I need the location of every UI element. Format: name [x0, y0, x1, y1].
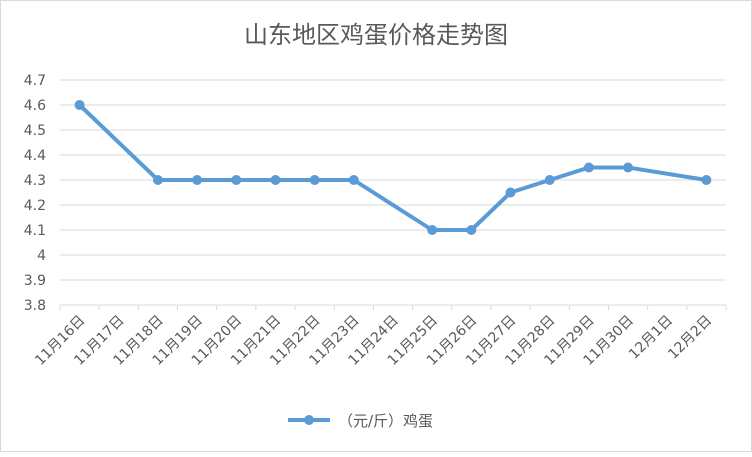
legend: （元/斤）鸡蛋: [288, 412, 433, 430]
data-point: [623, 162, 634, 173]
data-point: [74, 100, 85, 110]
y-tick-label: 4.6: [24, 98, 46, 114]
y-tick-label: 4.7: [24, 73, 46, 89]
y-tick-label: 4.3: [24, 173, 46, 189]
y-tick-label: 4.5: [24, 123, 46, 139]
series-lines: [74, 100, 712, 235]
data-point: [544, 175, 555, 185]
data-point: [583, 162, 594, 173]
data-point: [466, 225, 477, 235]
y-tick-label: 4.2: [24, 198, 46, 214]
data-point: [192, 175, 203, 185]
data-point: [309, 175, 320, 185]
data-point: [505, 187, 516, 198]
y-axis-ticks: 3.8 3.9 4 4.1 4.2 4.3 4.4 4.5 4.6 4.7: [24, 73, 46, 314]
data-point: [348, 175, 359, 185]
data-point: [270, 175, 281, 185]
y-tick-label: 3.8: [24, 298, 46, 314]
y-tick-label: 3.9: [24, 273, 46, 289]
data-point: [152, 175, 163, 185]
data-point: [427, 225, 438, 235]
legend-label: （元/斤）鸡蛋: [338, 412, 433, 430]
y-tick-label: 4.4: [24, 148, 46, 164]
data-point: [231, 175, 242, 185]
y-tick-label: 4.1: [24, 223, 46, 239]
legend-marker: [304, 415, 314, 425]
y-tick-label: 4: [37, 248, 46, 264]
data-point: [701, 175, 712, 185]
series-line: [77, 103, 709, 232]
chart-title: 山东地区鸡蛋价格走势图: [244, 21, 508, 49]
